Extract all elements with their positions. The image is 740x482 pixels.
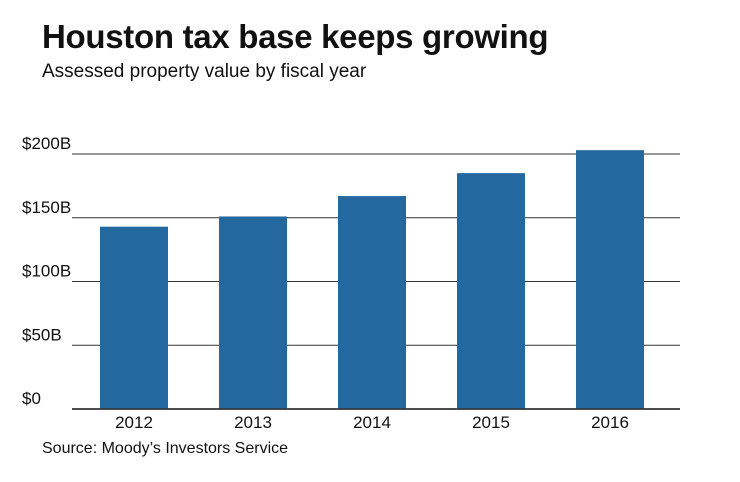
- x-tick-label: 2013: [234, 413, 272, 432]
- x-tick-label: 2016: [591, 413, 629, 432]
- bar-2013: [219, 216, 287, 409]
- y-tick-label: $150B: [22, 198, 71, 217]
- chart-title: Houston tax base keeps growing: [42, 18, 549, 55]
- y-axis-labels: $0 $50B $100B $150B $200B: [22, 134, 71, 408]
- source-note: Source: Moody’s Investors Service: [42, 440, 289, 457]
- y-tick-label: $0: [22, 389, 41, 408]
- bar-2015: [457, 173, 525, 409]
- bar-2012: [100, 226, 168, 409]
- bar-2014: [338, 196, 406, 409]
- x-tick-label: 2015: [472, 413, 510, 432]
- x-tick-label: 2012: [115, 413, 153, 432]
- x-axis-labels: 2012 2013 2014 2015 2016: [115, 413, 629, 432]
- y-tick-label: $200B: [22, 134, 71, 153]
- y-tick-label: $100B: [22, 262, 71, 281]
- y-tick-label: $50B: [22, 325, 62, 344]
- x-tick-label: 2014: [353, 413, 391, 432]
- bar-2016: [576, 150, 644, 410]
- bars: [72, 150, 680, 410]
- chart-subtitle: Assessed property value by fiscal year: [42, 61, 367, 82]
